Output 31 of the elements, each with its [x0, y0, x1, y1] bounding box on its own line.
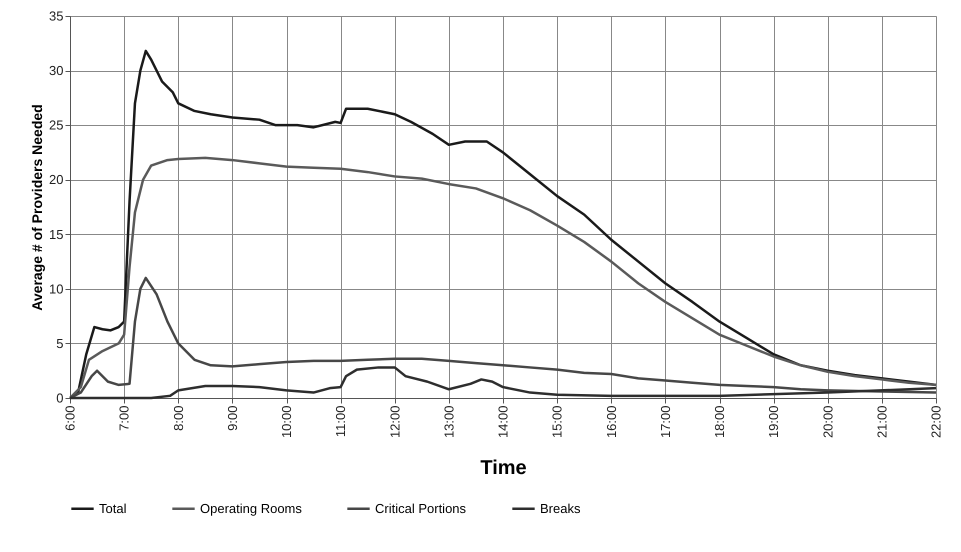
x-tick-label: 6:00: [62, 406, 78, 431]
x-tick-label: 14:00: [496, 406, 510, 438]
legend-label: Operating Rooms: [200, 500, 302, 516]
y-tick-label: 10: [49, 281, 64, 296]
y-axis-title: Average # of Providers Needed: [29, 104, 46, 311]
x-tick-label: 12:00: [387, 406, 402, 438]
x-tick-label: 18:00: [712, 406, 727, 438]
x-tick-label: 21:00: [874, 406, 890, 438]
x-tick-label: 17:00: [658, 406, 673, 438]
y-tick-label: 15: [49, 226, 64, 242]
legend-label: Critical Portions: [375, 500, 467, 516]
y-tick-label: 25: [49, 118, 64, 133]
x-tick-label: 22:00: [928, 406, 944, 438]
y-tick-label: 30: [49, 63, 64, 78]
x-tick-label: 11:00: [333, 406, 348, 438]
y-tick-label: 20: [49, 172, 64, 188]
x-tick-label: 8:00: [170, 406, 186, 431]
y-tick-label: 5: [56, 336, 64, 351]
x-tick-label: 19:00: [766, 406, 782, 438]
legend-label: Breaks: [540, 500, 581, 516]
y-tick-label: 35: [49, 8, 64, 24]
x-tick-label: 16:00: [604, 406, 619, 438]
x-tick-label: 20:00: [820, 406, 836, 438]
x-axis-title: Time: [480, 457, 527, 480]
legend-label: Total: [99, 500, 127, 516]
x-tick-label: 15:00: [550, 406, 565, 438]
x-tick-label: 10:00: [279, 406, 294, 438]
y-tick-label: 0: [56, 390, 64, 406]
x-tick-label: 9:00: [224, 406, 240, 431]
x-tick-label: 13:00: [441, 406, 456, 438]
x-tick-label: 7:00: [116, 406, 132, 431]
